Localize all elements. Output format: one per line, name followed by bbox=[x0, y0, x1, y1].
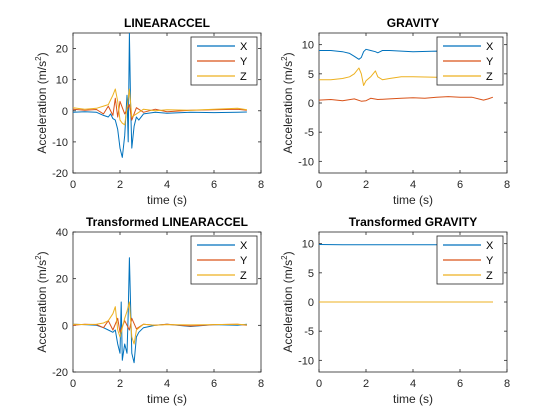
y-tick-label: 0 bbox=[308, 297, 314, 309]
legend: XYZ bbox=[190, 36, 258, 86]
y-tick-label: 5 bbox=[308, 69, 314, 81]
legend: XYZ bbox=[190, 235, 258, 285]
x-tick-label: 4 bbox=[164, 179, 170, 191]
y-tick-label: 20 bbox=[56, 274, 68, 286]
x-axis-label: time (s) bbox=[393, 193, 433, 207]
x-tick-label: 8 bbox=[258, 179, 264, 191]
legend: XYZ bbox=[436, 36, 504, 86]
y-tick-label: 10 bbox=[302, 40, 314, 52]
y-axis-label: Acceleration (m/s2) bbox=[34, 52, 49, 153]
chart-linearaccel: 0 2 4 6 8 -20 -10 0 10 20 LINEARACCEL time (s) Accel… bbox=[34, 16, 264, 207]
x-tick-label: 0 bbox=[70, 179, 76, 191]
series-line-z bbox=[73, 88, 247, 126]
legend-label-z: Z bbox=[486, 270, 493, 282]
y-tick-label: -20 bbox=[52, 367, 68, 379]
series-line-x bbox=[73, 33, 247, 158]
x-tick-label: 6 bbox=[457, 179, 463, 191]
y-axis-label-exponent: 2 bbox=[280, 255, 289, 260]
chart-title: GRAVITY bbox=[387, 16, 439, 30]
y-axis-label-close: ) bbox=[281, 251, 295, 255]
series-line-x bbox=[319, 48, 493, 60]
y-axis-label: Acceleration (m/s2) bbox=[280, 52, 295, 153]
series-line-z bbox=[73, 301, 247, 345]
series-group bbox=[319, 48, 494, 102]
legend: XYZ bbox=[436, 235, 504, 285]
y-tick-label: 0 bbox=[62, 320, 68, 332]
x-axis-label: time (s) bbox=[147, 392, 187, 406]
x-axis-label: time (s) bbox=[393, 392, 433, 406]
x-tick-label: 2 bbox=[363, 179, 369, 191]
y-axis-label-text: Acceleration (m/s bbox=[35, 260, 49, 353]
legend-label-y: Y bbox=[486, 255, 494, 267]
x-axis-label: time (s) bbox=[147, 193, 187, 207]
x-tick-label: 6 bbox=[457, 378, 463, 390]
x-tick-label: 2 bbox=[117, 378, 123, 390]
y-tick-label: 10 bbox=[302, 239, 314, 251]
x-tick-label: 2 bbox=[117, 179, 123, 191]
legend-label-x: X bbox=[486, 240, 494, 252]
series-line-z bbox=[319, 67, 493, 86]
y-axis-label-close: ) bbox=[35, 52, 49, 56]
y-tick-label: 0 bbox=[308, 98, 314, 110]
chart-title: LINEARACCEL bbox=[124, 16, 210, 30]
legend-label-x: X bbox=[240, 240, 248, 252]
x-tick-label: 2 bbox=[363, 378, 369, 390]
chart-transformed-gravity: 0 2 4 6 8 -10 -5 0 5 10 Transformed GRAVITY time (s… bbox=[280, 215, 510, 406]
x-tick-label: 6 bbox=[211, 378, 217, 390]
x-tick-label: 0 bbox=[70, 378, 76, 390]
y-tick-label: -5 bbox=[304, 326, 314, 338]
legend-label-y: Y bbox=[486, 56, 494, 68]
y-axis-label-close: ) bbox=[35, 251, 49, 255]
y-axis-label: Acceleration (m/s2) bbox=[280, 251, 295, 352]
y-axis-label-text: Acceleration (m/s bbox=[35, 61, 49, 154]
y-tick-label: 10 bbox=[56, 75, 68, 87]
legend-label-z: Z bbox=[486, 71, 493, 83]
chart-gravity: 0 2 4 6 8 -10 -5 0 5 10 GRAVITY time (s) Acceleratio… bbox=[280, 16, 510, 207]
chart-title: Transformed GRAVITY bbox=[349, 215, 477, 229]
legend-label-y: Y bbox=[240, 255, 248, 267]
legend-label-x: X bbox=[486, 41, 494, 53]
x-tick-label: 0 bbox=[316, 179, 322, 191]
y-axis-label-text: Acceleration (m/s bbox=[281, 260, 295, 353]
y-tick-label: 5 bbox=[308, 268, 314, 280]
x-tick-label: 8 bbox=[504, 179, 510, 191]
x-tick-label: 8 bbox=[258, 378, 264, 390]
y-tick-label: -5 bbox=[304, 127, 314, 139]
x-tick-label: 4 bbox=[164, 378, 170, 390]
legend-label-z: Z bbox=[240, 71, 247, 83]
legend-label-y: Y bbox=[240, 56, 248, 68]
y-axis-label: Acceleration (m/s2) bbox=[34, 251, 49, 352]
y-tick-label: 20 bbox=[56, 44, 68, 56]
series-group bbox=[73, 33, 247, 158]
x-tick-label: 0 bbox=[316, 378, 322, 390]
y-axis-label-exponent: 2 bbox=[280, 56, 289, 61]
y-axis-label-exponent: 2 bbox=[34, 255, 43, 260]
x-tick-label: 4 bbox=[410, 179, 416, 191]
y-tick-label: -10 bbox=[298, 156, 314, 168]
x-tick-label: 4 bbox=[410, 378, 416, 390]
y-tick-label: -10 bbox=[298, 355, 314, 367]
chart-title: Transformed LINEARACCEL bbox=[86, 215, 248, 229]
legend-label-z: Z bbox=[240, 270, 247, 282]
series-group bbox=[73, 257, 247, 364]
y-axis-label-exponent: 2 bbox=[34, 56, 43, 61]
y-axis-label-text: Acceleration (m/s bbox=[281, 61, 295, 154]
y-tick-label: -20 bbox=[52, 168, 68, 180]
x-tick-label: 6 bbox=[211, 179, 217, 191]
series-line-y bbox=[319, 96, 494, 102]
y-tick-label: 0 bbox=[62, 106, 68, 118]
y-tick-label: 40 bbox=[56, 227, 68, 239]
y-axis-label-close: ) bbox=[281, 52, 295, 56]
legend-label-x: X bbox=[240, 41, 248, 53]
series-line-y bbox=[73, 317, 247, 333]
y-tick-label: -10 bbox=[52, 137, 68, 149]
x-tick-label: 8 bbox=[504, 378, 510, 390]
